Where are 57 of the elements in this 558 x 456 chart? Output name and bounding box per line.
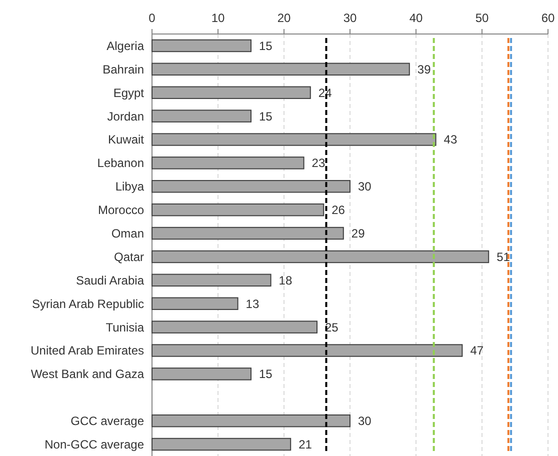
- y-tick-label: Algeria: [106, 38, 144, 53]
- data-label: 29: [351, 226, 366, 240]
- bar: [152, 156, 304, 170]
- y-tick-label: Non-GCC average: [44, 437, 144, 452]
- y-tick-label: Jordan: [107, 109, 144, 124]
- data-label: 43: [444, 132, 458, 147]
- x-tick-label: 60: [541, 11, 555, 25]
- x-tick-label: 50: [475, 11, 489, 25]
- x-tick-label: 0: [148, 11, 156, 25]
- bar: [152, 62, 410, 76]
- x-tick-label: 20: [277, 11, 291, 25]
- data-label: 26: [332, 203, 346, 218]
- x-tick-label: 10: [211, 11, 225, 25]
- data-label: 15: [259, 38, 273, 53]
- y-tick-label: United Arab Emirates: [30, 344, 144, 358]
- data-label: 30: [358, 414, 372, 428]
- y-tick-label: Qatar: [114, 250, 144, 264]
- y-tick-label: West Bank and Gaza: [30, 367, 144, 382]
- y-tick-label: Saudi Arabia: [76, 273, 144, 288]
- data-label: 15: [259, 109, 273, 124]
- data-label: 51: [496, 250, 510, 264]
- y-tick-label: Egypt: [113, 86, 145, 100]
- bar: [152, 344, 463, 357]
- x-tick-label: 40: [409, 11, 423, 25]
- y-tick-label: Syrian Arab Republic: [32, 296, 144, 311]
- bar: [152, 297, 238, 310]
- y-tick-label: Kuwait: [108, 132, 145, 147]
- data-label: 18: [278, 273, 292, 288]
- bar: [152, 368, 252, 380]
- bar: [152, 438, 292, 451]
- bar: [152, 39, 252, 52]
- bar: [152, 250, 490, 264]
- y-tick-label: Lebanon: [97, 156, 144, 170]
- bar: [152, 320, 318, 334]
- bar: [152, 86, 311, 99]
- y-tick-label: GCC average: [70, 414, 144, 428]
- data-label: 21: [298, 437, 312, 452]
- y-tick-label: Bahrain: [102, 62, 144, 76]
- y-tick-label: Tunisia: [106, 320, 144, 334]
- data-label: 23: [312, 156, 326, 170]
- data-label: 30: [358, 180, 372, 194]
- data-label: 47: [470, 344, 484, 358]
- x-tick-label: 30: [343, 11, 357, 25]
- data-label: 15: [259, 367, 273, 382]
- y-tick-label: Oman: [111, 226, 144, 240]
- bar: [152, 274, 272, 287]
- y-tick-label: Morocco: [98, 203, 144, 218]
- bar: [152, 203, 324, 216]
- y-tick-label: Libya: [115, 180, 144, 194]
- data-label: 13: [246, 296, 260, 311]
- bar: [152, 226, 344, 240]
- data-label: 24: [318, 86, 332, 100]
- bar: [152, 414, 350, 428]
- bar: [152, 110, 252, 122]
- bar: [152, 180, 350, 193]
- data-label: 39: [417, 62, 432, 76]
- bar: [152, 133, 436, 146]
